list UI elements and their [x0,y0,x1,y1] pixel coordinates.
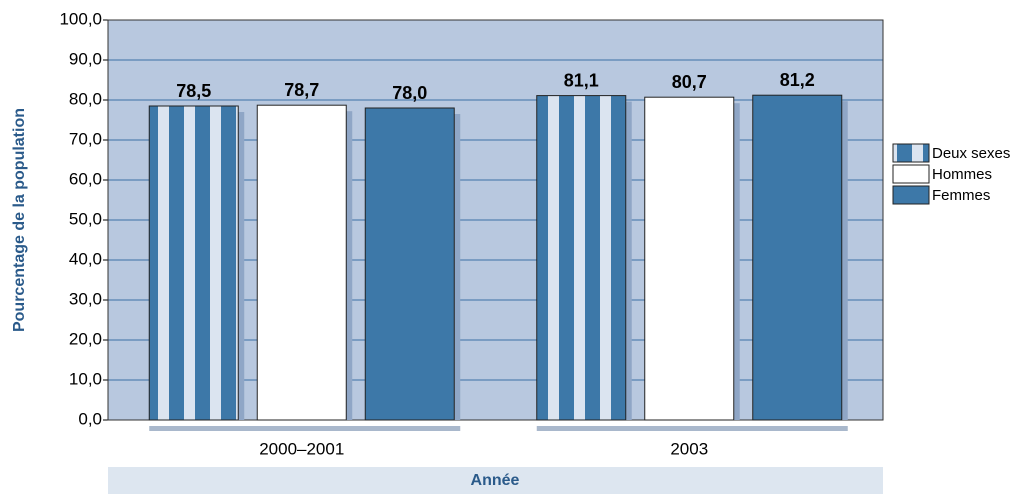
x-axis-label: Année [471,472,520,489]
group-underline [536,426,848,431]
legend-swatch [892,164,930,184]
xlabel-band [108,467,883,494]
y-tick-label: 40,0 [69,249,102,268]
x-tick-label: 2003 [670,439,708,458]
y-axis-label: Pourcentage de la population [11,108,28,332]
y-tick-label: 70,0 [69,129,102,148]
bar [364,107,455,421]
plot-border [107,19,884,421]
x-tick-label: 2000–2001 [259,439,344,458]
y-tick-label: 10,0 [69,369,102,388]
y-tick-label: 100,0 [59,9,102,28]
value-label: 78,0 [392,83,427,103]
value-label: 81,1 [564,70,599,90]
value-label: 78,7 [284,80,319,100]
legend-label: Hommes [932,166,992,183]
legend-swatch [892,143,930,163]
value-label: 81,2 [780,70,815,90]
y-tick-label: 90,0 [69,49,102,68]
value-label: 80,7 [672,72,707,92]
bar [148,105,239,421]
y-tick-label: 80,0 [69,89,102,108]
bar [644,96,735,421]
y-tick-label: 60,0 [69,169,102,188]
y-tick-label: 30,0 [69,289,102,308]
group-underline [149,426,461,431]
bar [536,95,627,421]
value-label: 78,5 [176,81,211,101]
y-tick-label: 20,0 [69,329,102,348]
legend-label: Femmes [932,187,990,204]
bar [752,94,843,421]
legend-label: Deux sexes [932,145,1010,162]
bar [256,104,347,421]
y-tick-label: 50,0 [69,209,102,228]
legend-swatch [892,185,930,205]
y-tick-label: 0,0 [78,409,102,428]
